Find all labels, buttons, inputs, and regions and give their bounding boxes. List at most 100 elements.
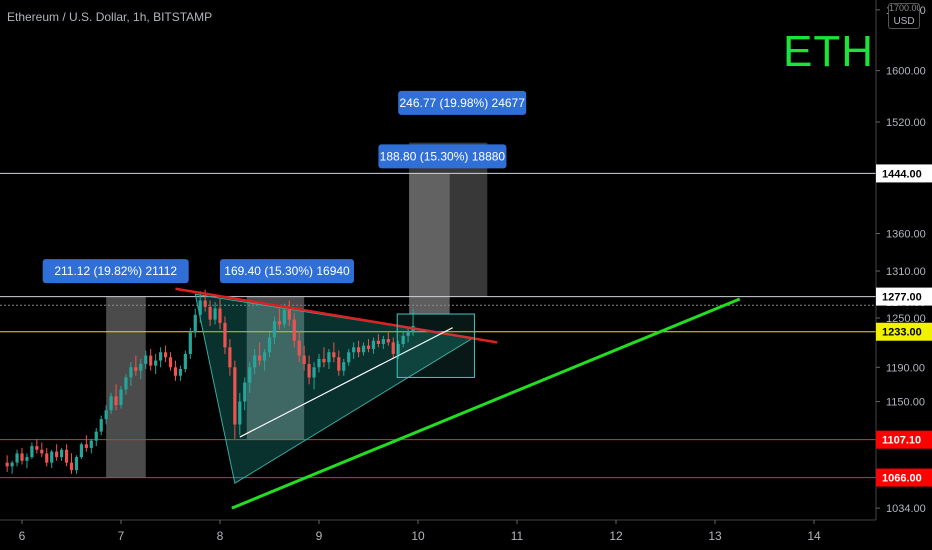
price-tag-box <box>876 430 932 449</box>
candle-body <box>391 342 395 354</box>
candle-body <box>307 363 311 378</box>
time-axis-label: 6 <box>19 529 26 543</box>
candle-body <box>149 355 153 366</box>
time-axis-label: 11 <box>511 529 524 543</box>
candle-body <box>64 449 69 463</box>
time-axis-label: 10 <box>411 529 425 543</box>
candle-body <box>178 368 182 376</box>
candle-body <box>366 345 371 349</box>
candle-body <box>287 310 291 320</box>
candle-body <box>94 431 98 441</box>
measure-label: 188.80 (15.30%) 18880 <box>378 144 507 169</box>
candle-body <box>124 377 128 390</box>
time-axis-label: 13 <box>708 529 722 543</box>
candle-body <box>109 396 113 411</box>
measure-label-text: 188.80 (15.30%) 18880 <box>380 149 506 163</box>
price-tag-box <box>876 322 932 341</box>
candle-body <box>322 358 326 363</box>
price-axis-label: 1150.00 <box>886 397 925 409</box>
candle-body <box>282 310 286 325</box>
candle-body <box>337 357 341 371</box>
candle-body <box>173 367 178 376</box>
long-term-trendline <box>231 297 741 510</box>
measure-label-text: 246.77 (19.98%) 24677 <box>399 96 525 110</box>
candle-body <box>15 453 19 463</box>
time-axis-label: 14 <box>807 529 821 543</box>
candle-body <box>297 340 301 356</box>
candle-body <box>317 358 321 368</box>
candle-body <box>104 410 108 420</box>
candle-body <box>69 462 74 471</box>
candle-body <box>243 382 247 402</box>
candle-body <box>203 300 207 307</box>
candle-body <box>20 453 24 461</box>
candle-body <box>381 339 385 344</box>
candle-body <box>74 457 79 471</box>
candle-body <box>327 352 331 363</box>
candle-body <box>50 451 54 463</box>
symbol-watermark: ETH <box>783 27 874 76</box>
candle-body <box>119 389 123 406</box>
price-axis-label: 1034.00 <box>886 503 926 515</box>
candle-body <box>248 367 252 383</box>
candle-body <box>302 355 306 364</box>
candle-body <box>208 306 212 320</box>
candle-body <box>228 347 232 368</box>
candle-body <box>342 362 346 371</box>
candle-body <box>10 462 14 467</box>
measure-label-box <box>398 90 527 115</box>
candle-body <box>267 337 272 353</box>
candle-body <box>213 308 217 320</box>
measure-label-text: 169.40 (15.30%) 16940 <box>224 264 350 278</box>
candle-body <box>386 339 390 343</box>
candle-body <box>5 462 9 467</box>
price-tag-text: 1233.00 <box>882 327 922 339</box>
price-tag-box <box>876 164 932 183</box>
candle-body <box>193 314 197 333</box>
price-tag-text: 1107.10 <box>882 435 921 447</box>
measure-label: 211.12 (19.82%) 21112 <box>42 259 189 284</box>
candle-body <box>163 352 168 358</box>
candle-body <box>218 308 222 323</box>
candle-body <box>60 449 64 458</box>
price-axis-label: 1600.00 <box>886 66 926 78</box>
descending-resistance <box>175 287 498 344</box>
breakout-box <box>396 313 475 378</box>
measure-label-box <box>42 259 189 284</box>
price-axis-label: 1190.00 <box>886 362 925 374</box>
candle-body <box>238 401 242 425</box>
price-tag-box <box>876 287 932 306</box>
time-axis-label: 8 <box>217 529 224 543</box>
candle-body <box>45 453 49 463</box>
candle-body <box>89 440 93 448</box>
candle-body <box>129 367 133 378</box>
price-axis-label: 1250.00 <box>886 313 926 325</box>
candle-body <box>396 343 400 354</box>
candle-body <box>312 367 316 378</box>
time-axis-label: 9 <box>316 529 323 543</box>
candle-body <box>25 457 29 461</box>
candle-body <box>139 363 143 371</box>
candle-body <box>159 352 163 361</box>
candle-body <box>347 352 351 363</box>
candle-body <box>292 319 296 341</box>
chart-title: Ethereum / U.S. Dollar, 1h, BITSTAMP <box>7 10 213 24</box>
price-tag-text: 1277.00 <box>882 292 922 304</box>
candle-body <box>188 332 192 354</box>
measure-label-box <box>220 259 354 284</box>
candle-body <box>371 340 376 349</box>
candle-body <box>262 352 267 361</box>
currency-badge[interactable]: 1700.00 USD <box>888 3 920 29</box>
price-axis-label: 1360.00 <box>886 228 926 240</box>
candle-body <box>114 396 118 406</box>
candle-body <box>361 345 366 353</box>
candle-body <box>30 446 34 458</box>
candle-body <box>168 357 173 368</box>
measure-label-box <box>378 144 507 169</box>
candle-body <box>272 321 277 338</box>
price-axis-label: 1520.00 <box>886 117 926 129</box>
candle-body <box>401 335 405 344</box>
candle-body <box>154 360 158 366</box>
